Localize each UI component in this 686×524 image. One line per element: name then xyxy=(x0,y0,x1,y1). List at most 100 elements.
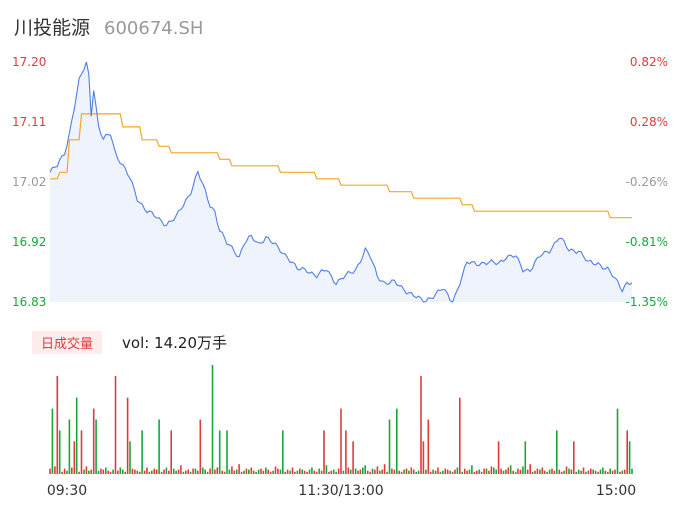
volume-bar xyxy=(359,469,362,474)
avg-price-line xyxy=(50,113,632,219)
price-line xyxy=(49,61,633,303)
volume-bar xyxy=(68,419,71,474)
volume-bar xyxy=(522,466,524,474)
volume-bar xyxy=(303,470,306,474)
volume-bar xyxy=(151,470,153,474)
volume-bar xyxy=(155,469,158,474)
daily-volume-tab[interactable]: 日成交量 xyxy=(32,330,103,354)
volume-bar xyxy=(594,470,597,474)
volume-bar xyxy=(420,375,422,474)
volume-bar xyxy=(209,468,211,475)
volume-bar xyxy=(112,469,114,474)
volume-bar xyxy=(274,466,277,474)
volume-bar xyxy=(311,467,313,474)
volume-bar xyxy=(231,466,233,474)
volume-bar xyxy=(471,465,473,474)
volume-bar xyxy=(296,470,299,474)
volume-bar xyxy=(364,465,366,474)
volume-bar xyxy=(439,471,442,474)
stock-header: 川投能源 600674.SH xyxy=(14,13,203,39)
volume-bar xyxy=(54,466,56,474)
volume-bar xyxy=(308,469,311,474)
volume-bar xyxy=(63,468,66,475)
volume-bar xyxy=(352,441,354,474)
volume-bar xyxy=(92,408,95,474)
volume-bar xyxy=(383,464,386,474)
volume-bar xyxy=(599,469,602,474)
y-tick-label-left: 16.83 xyxy=(12,295,46,309)
volume-bar xyxy=(614,469,616,474)
volume-bar xyxy=(376,466,379,474)
volume-bar xyxy=(126,397,129,474)
volume-bar xyxy=(330,470,333,474)
volume-bar xyxy=(233,470,236,474)
y-tick-label-right: -0.81% xyxy=(626,235,668,249)
volume-bar xyxy=(398,470,400,474)
volume-bar xyxy=(175,470,177,474)
volume-bar xyxy=(294,471,296,474)
volume-bar xyxy=(442,470,444,474)
volume-bar xyxy=(282,430,284,474)
volume-bar xyxy=(396,408,398,474)
volume-bar xyxy=(107,470,109,474)
volume-bar xyxy=(153,468,156,475)
volume-bar xyxy=(432,469,434,474)
volume-bar xyxy=(325,465,328,474)
x-tick-label: 15:00 xyxy=(596,483,636,499)
volume-bar xyxy=(577,469,580,474)
volume-bar xyxy=(75,397,78,474)
volume-bar xyxy=(277,468,279,475)
volume-bar xyxy=(565,466,568,474)
volume-bar xyxy=(73,441,76,474)
volume-bar xyxy=(597,471,599,474)
volume-bar xyxy=(90,469,92,474)
volume-bar xyxy=(468,469,471,474)
volume-bar xyxy=(362,467,364,474)
volume-bar xyxy=(417,470,420,474)
volume-bar xyxy=(313,470,316,474)
volume-bar xyxy=(463,468,466,475)
volume-bar xyxy=(240,471,243,474)
volume-bar xyxy=(427,419,430,474)
volume-bar xyxy=(136,470,139,474)
volume-bar xyxy=(558,469,561,474)
volume-bar xyxy=(582,467,585,474)
volume-bar xyxy=(320,470,323,474)
volume-bar xyxy=(170,430,172,474)
volume-bar xyxy=(95,419,97,474)
volume-bar xyxy=(214,469,216,474)
volume-bar xyxy=(267,469,269,474)
volume-bar xyxy=(78,471,80,474)
volume-bar xyxy=(301,469,303,474)
volume-bar xyxy=(117,470,119,474)
volume-bar xyxy=(631,468,633,475)
volume-bar xyxy=(182,471,185,474)
volume-bar xyxy=(379,470,381,474)
volume-bar xyxy=(570,469,573,474)
y-tick-label-left: 17.02 xyxy=(12,175,46,189)
volume-bar xyxy=(180,465,182,474)
volume-bar xyxy=(616,408,619,474)
y-tick-label-left: 17.20 xyxy=(12,55,46,69)
volume-bar xyxy=(493,467,495,474)
volume-bar xyxy=(204,469,206,474)
volume-bar xyxy=(61,471,63,474)
volume-bar xyxy=(260,468,262,475)
volume-bar xyxy=(228,469,231,474)
volume-bar xyxy=(199,419,202,474)
price-area xyxy=(50,62,632,302)
volume-bar xyxy=(165,467,168,474)
volume-bar xyxy=(548,469,551,474)
volume-bar xyxy=(138,471,141,474)
volume-bar xyxy=(512,470,514,474)
stock-name: 川投能源 xyxy=(14,17,91,39)
volume-bar xyxy=(497,441,500,474)
volume-bar xyxy=(534,470,536,474)
volume-bar xyxy=(262,470,265,474)
volume-bar xyxy=(235,469,238,474)
volume-bar xyxy=(556,430,558,474)
volume-bar xyxy=(454,469,456,474)
volume-bar xyxy=(393,469,396,474)
volume-bar xyxy=(604,470,607,474)
